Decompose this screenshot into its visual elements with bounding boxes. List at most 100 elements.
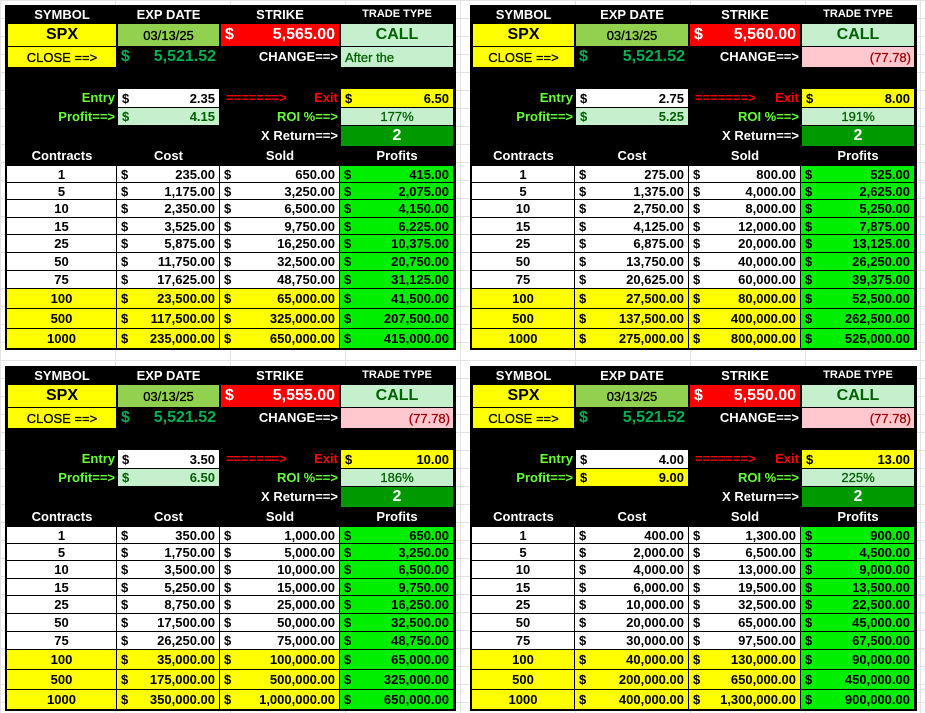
cost-cell[interactable]: $5,875.00 bbox=[117, 235, 219, 252]
trade-type-cell[interactable]: CALL bbox=[802, 385, 914, 407]
profit-cell[interactable]: $4.15 bbox=[118, 108, 219, 125]
close-value[interactable]: $5,521.52 bbox=[575, 46, 689, 67]
profits-cell[interactable]: $4,500.00 bbox=[801, 544, 914, 560]
change-cell[interactable]: (77.78) bbox=[802, 408, 914, 428]
contracts-cell[interactable]: 5 bbox=[472, 183, 574, 199]
profits-cell[interactable]: $525,000.00 bbox=[801, 329, 914, 348]
contracts-cell[interactable]: 75 bbox=[472, 632, 574, 649]
sold-cell[interactable]: $8,000.00 bbox=[689, 200, 800, 217]
cost-cell[interactable]: $275,000.00 bbox=[575, 329, 688, 348]
contracts-cell[interactable]: 15 bbox=[472, 579, 574, 595]
contracts-cell[interactable]: 15 bbox=[472, 218, 574, 234]
profits-cell[interactable]: $415,000.00 bbox=[340, 329, 453, 348]
sold-cell[interactable]: $400,000.00 bbox=[689, 309, 800, 328]
strike-cell[interactable]: $5,550.00 bbox=[690, 385, 800, 407]
contracts-cell[interactable]: 1 bbox=[472, 527, 574, 543]
profits-cell[interactable]: $6,225.00 bbox=[340, 218, 453, 234]
sold-cell[interactable]: $32,500.00 bbox=[220, 253, 339, 270]
symbol-cell[interactable]: SPX bbox=[473, 385, 574, 407]
profits-cell[interactable]: $13,125.00 bbox=[801, 235, 914, 252]
sold-cell[interactable]: $1,300.00 bbox=[689, 527, 800, 543]
profits-cell[interactable]: $41,500.00 bbox=[340, 289, 453, 308]
x-return-cell[interactable]: 2 bbox=[341, 487, 453, 507]
strike-cell[interactable]: $5,565.00 bbox=[221, 24, 339, 46]
contracts-cell[interactable]: 100 bbox=[7, 650, 116, 669]
cost-cell[interactable]: $235,000.00 bbox=[117, 329, 219, 348]
sold-cell[interactable]: $20,000.00 bbox=[689, 235, 800, 252]
profits-cell[interactable]: $31,125.00 bbox=[340, 271, 453, 288]
contracts-cell[interactable]: 25 bbox=[472, 235, 574, 252]
cost-cell[interactable]: $400.00 bbox=[575, 527, 688, 543]
cost-cell[interactable]: $3,500.00 bbox=[117, 561, 219, 578]
cost-cell[interactable]: $117,500.00 bbox=[117, 309, 219, 328]
contracts-cell[interactable]: 5 bbox=[7, 183, 116, 199]
cost-cell[interactable]: $400,000.00 bbox=[575, 690, 688, 709]
entry-cell[interactable]: $2.35 bbox=[118, 89, 219, 107]
sold-cell[interactable]: $650,000.00 bbox=[220, 329, 339, 348]
sold-cell[interactable]: $97,500.00 bbox=[689, 632, 800, 649]
profits-cell[interactable]: $20,750.00 bbox=[340, 253, 453, 270]
profits-cell[interactable]: $325,000.00 bbox=[340, 670, 453, 689]
x-return-cell[interactable]: 2 bbox=[802, 126, 914, 146]
contracts-cell[interactable]: 500 bbox=[7, 309, 116, 328]
cost-cell[interactable]: $2,000.00 bbox=[575, 544, 688, 560]
contracts-cell[interactable]: 50 bbox=[7, 614, 116, 631]
exp-date-cell[interactable]: 03/13/25 bbox=[576, 385, 688, 407]
sold-cell[interactable]: $75,000.00 bbox=[220, 632, 339, 649]
profits-cell[interactable]: $525.00 bbox=[801, 166, 914, 182]
exit-cell[interactable]: $6.50 bbox=[341, 89, 453, 107]
cost-cell[interactable]: $40,000.00 bbox=[575, 650, 688, 669]
profits-cell[interactable]: $13,500.00 bbox=[801, 579, 914, 595]
cost-cell[interactable]: $20,625.00 bbox=[575, 271, 688, 288]
sold-cell[interactable]: $80,000.00 bbox=[689, 289, 800, 308]
profits-cell[interactable]: $207,500.00 bbox=[340, 309, 453, 328]
sold-cell[interactable]: $15,000.00 bbox=[220, 579, 339, 595]
sold-cell[interactable]: $3,250.00 bbox=[220, 183, 339, 199]
trade-type-cell[interactable]: CALL bbox=[802, 24, 914, 46]
contracts-cell[interactable]: 500 bbox=[472, 670, 574, 689]
close-value[interactable]: $5,521.52 bbox=[575, 407, 689, 428]
contracts-cell[interactable]: 10 bbox=[7, 200, 116, 217]
contracts-cell[interactable]: 50 bbox=[472, 253, 574, 270]
profits-cell[interactable]: $6,500.00 bbox=[340, 561, 453, 578]
contracts-cell[interactable]: 1000 bbox=[7, 329, 116, 348]
cost-cell[interactable]: $4,125.00 bbox=[575, 218, 688, 234]
profits-cell[interactable]: $45,000.00 bbox=[801, 614, 914, 631]
roi-cell[interactable]: 225% bbox=[802, 469, 914, 486]
contracts-cell[interactable]: 1 bbox=[472, 166, 574, 182]
contracts-cell[interactable]: 25 bbox=[7, 235, 116, 252]
cost-cell[interactable]: $137,500.00 bbox=[575, 309, 688, 328]
contracts-cell[interactable]: 500 bbox=[7, 670, 116, 689]
cost-cell[interactable]: $4,000.00 bbox=[575, 561, 688, 578]
cost-cell[interactable]: $2,750.00 bbox=[575, 200, 688, 217]
sold-cell[interactable]: $6,500.00 bbox=[689, 544, 800, 560]
profits-cell[interactable]: $900.00 bbox=[801, 527, 914, 543]
cost-cell[interactable]: $1,375.00 bbox=[575, 183, 688, 199]
cost-cell[interactable]: $1,750.00 bbox=[117, 544, 219, 560]
sold-cell[interactable]: $32,500.00 bbox=[689, 596, 800, 613]
cost-cell[interactable]: $10,000.00 bbox=[575, 596, 688, 613]
sold-cell[interactable]: $130,000.00 bbox=[689, 650, 800, 669]
sold-cell[interactable]: $25,000.00 bbox=[220, 596, 339, 613]
profit-cell[interactable]: $6.50 bbox=[118, 469, 219, 486]
contracts-cell[interactable]: 50 bbox=[472, 614, 574, 631]
exit-cell[interactable]: $8.00 bbox=[802, 89, 914, 107]
profits-cell[interactable]: $48,750.00 bbox=[340, 632, 453, 649]
contracts-cell[interactable]: 25 bbox=[7, 596, 116, 613]
sold-cell[interactable]: $500,000.00 bbox=[220, 670, 339, 689]
profits-cell[interactable]: $5,250.00 bbox=[801, 200, 914, 217]
profits-cell[interactable]: $26,250.00 bbox=[801, 253, 914, 270]
strike-cell[interactable]: $5,560.00 bbox=[690, 24, 800, 46]
profits-cell[interactable]: $262,500.00 bbox=[801, 309, 914, 328]
profits-cell[interactable]: $650.00 bbox=[340, 527, 453, 543]
sold-cell[interactable]: $16,250.00 bbox=[220, 235, 339, 252]
contracts-cell[interactable]: 10 bbox=[472, 200, 574, 217]
symbol-cell[interactable]: SPX bbox=[473, 24, 574, 46]
change-cell[interactable]: (77.78) bbox=[802, 47, 914, 67]
cost-cell[interactable]: $27,500.00 bbox=[575, 289, 688, 308]
sold-cell[interactable]: $800.00 bbox=[689, 166, 800, 182]
cost-cell[interactable]: $20,000.00 bbox=[575, 614, 688, 631]
entry-cell[interactable]: $3.50 bbox=[118, 450, 219, 468]
sold-cell[interactable]: $60,000.00 bbox=[689, 271, 800, 288]
contracts-cell[interactable]: 10 bbox=[7, 561, 116, 578]
